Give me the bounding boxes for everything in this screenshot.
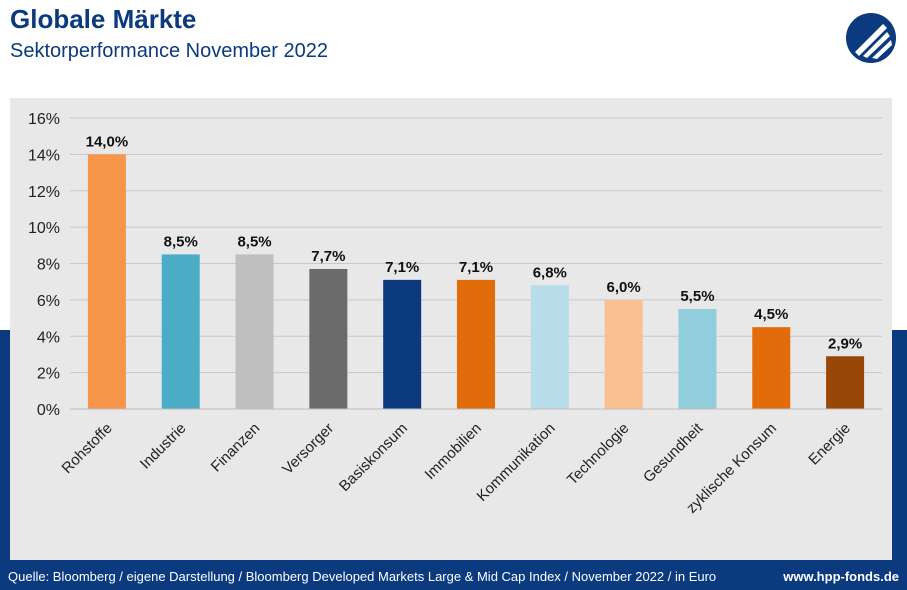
bar — [161, 254, 200, 409]
y-tick-label: 6% — [37, 293, 60, 310]
bar — [604, 299, 643, 409]
x-tick-label: Industrie — [137, 420, 190, 473]
y-tick-label: 14% — [28, 147, 60, 164]
data-label: 8,5% — [237, 233, 271, 250]
data-label: 7,1% — [385, 259, 419, 276]
website-link[interactable]: www.hpp-fonds.de — [783, 569, 899, 584]
data-label: 6,8% — [533, 264, 567, 281]
source-note: Quelle: Bloomberg / eigene Darstellung /… — [8, 569, 717, 584]
bar — [752, 327, 791, 409]
bar — [678, 308, 717, 409]
y-tick-label: 8% — [37, 257, 60, 274]
bar — [530, 285, 569, 409]
page-title: Globale Märkte — [10, 4, 197, 34]
data-label: 5,5% — [680, 288, 714, 305]
x-tick-label: Gesundheit — [640, 419, 707, 486]
bar — [309, 268, 348, 409]
x-tick-label: Energie — [805, 420, 854, 469]
sector-bar-chart: 0% 2% 4% 6% 8% 10% 12% 14% 16% 14,0% Rohstoffe 8,5%… — [28, 111, 882, 517]
bar — [457, 279, 495, 409]
y-tick-label: 0% — [37, 402, 60, 419]
x-tick-label: Technologie — [564, 420, 633, 489]
y-tick-label: 10% — [28, 220, 60, 237]
bar — [235, 254, 274, 409]
data-label: 7,1% — [459, 259, 493, 276]
x-tick-label: Basiskonsum — [336, 420, 411, 495]
data-label: 14,0% — [86, 133, 129, 150]
data-label: 7,7% — [311, 248, 345, 265]
bar — [826, 356, 865, 409]
page-subtitle: Sektorperformance November 2022 — [10, 40, 328, 62]
data-label: 2,9% — [828, 335, 862, 352]
y-tick-label: 16% — [28, 111, 60, 128]
x-tick-label: Rohstoffe — [59, 420, 116, 477]
data-label: 8,5% — [164, 233, 198, 250]
x-tick-label: Versorger — [279, 420, 337, 478]
x-tick-label: Kommunikation — [474, 420, 559, 505]
bar — [87, 154, 126, 409]
company-logo-icon — [846, 13, 896, 63]
y-tick-label: 2% — [37, 366, 60, 383]
chart-panel: 0% 2% 4% 6% 8% 10% 12% 14% 16% 14,0% Rohstoffe 8,5%… — [10, 98, 892, 560]
bar — [383, 279, 422, 409]
data-label: 4,5% — [754, 306, 788, 323]
x-tick-label: Immobilien — [422, 420, 485, 483]
x-tick-label: Finanzen — [208, 420, 264, 476]
y-tick-label: 4% — [37, 329, 60, 346]
data-label: 6,0% — [607, 279, 641, 296]
y-tick-label: 12% — [28, 184, 60, 201]
